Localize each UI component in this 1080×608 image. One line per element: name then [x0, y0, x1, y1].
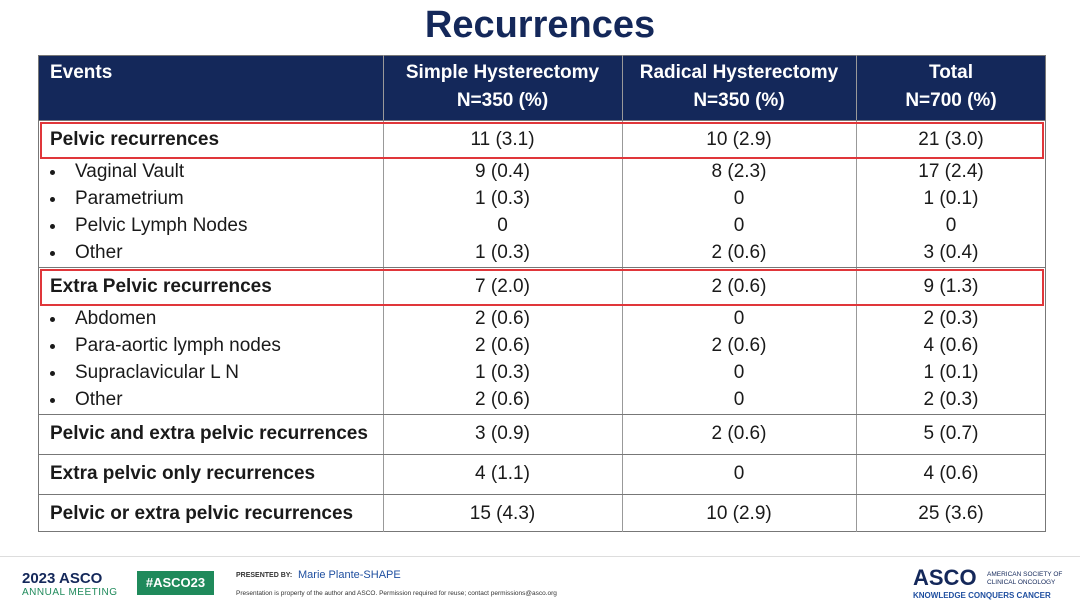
row-label: Parametrium — [75, 187, 184, 209]
row-label: Para-aortic lymph nodes — [75, 334, 281, 356]
row-line — [38, 267, 1046, 268]
header-cell: N=700 (%) — [905, 90, 997, 111]
row-label: Pelvic recurrences — [50, 129, 220, 150]
row-label: Other — [75, 241, 123, 263]
bullet — [50, 250, 55, 256]
row-line — [38, 120, 1046, 121]
row-label: Vaginal Vault — [75, 160, 185, 182]
row-line — [38, 454, 1046, 455]
value-cell: 1 (0.3) — [475, 361, 530, 383]
row-label: Pelvic and extra pelvic recurrences — [50, 423, 368, 444]
row-label: Pelvic or extra pelvic recurrences — [50, 503, 354, 524]
value-cell: 0 — [733, 463, 745, 484]
value-cell: 2 (0.3) — [923, 388, 979, 410]
bullet — [50, 343, 55, 349]
tagline: KNOWLEDGE CONQUERS CANCER — [913, 591, 1051, 600]
value-cell: 4 (1.1) — [475, 463, 530, 484]
value-cell: 9 (1.3) — [923, 276, 979, 297]
header-cell: N=350 (%) — [693, 90, 785, 111]
value-cell: 17 (2.4) — [918, 160, 984, 182]
row-line — [38, 494, 1046, 495]
value-cell: 21 (3.0) — [918, 129, 984, 150]
row-label: Abdomen — [75, 307, 157, 329]
value-cell: 3 (0.9) — [475, 423, 530, 444]
hashtag: #ASCO23 — [137, 571, 214, 595]
value-cell: 1 (0.1) — [923, 187, 979, 209]
value-cell: 3 (0.4) — [923, 241, 979, 263]
footer-divider — [0, 556, 1080, 557]
highlight-box — [40, 122, 1044, 159]
value-cell: 9 (0.4) — [475, 160, 530, 182]
value-cell: 1 (0.3) — [475, 187, 530, 209]
value-cell: 2 (0.3) — [923, 307, 979, 329]
disclaimer: Presentation is property of the author a… — [236, 590, 557, 597]
table — [38, 55, 1046, 532]
value-cell: 2 (0.6) — [711, 423, 767, 444]
value-cell: 25 (3.6) — [918, 503, 984, 524]
value-cell: 0 — [497, 214, 508, 236]
value-cell: 1 (0.1) — [923, 361, 979, 383]
value-cell: 10 (2.9) — [706, 503, 772, 524]
row-label: Pelvic Lymph Nodes — [75, 214, 248, 236]
header-cell: Total — [929, 62, 973, 83]
table-header — [39, 56, 1045, 121]
meeting-year: 2023 ASCO — [22, 570, 103, 587]
header-cell: Simple Hysterectomy — [405, 62, 600, 83]
value-cell: 0 — [733, 361, 745, 383]
presented-by-label: PRESENTED BY: — [236, 572, 293, 579]
column-line — [856, 55, 857, 532]
presenter: Marie Plante-SHAPE — [298, 569, 401, 581]
value-cell: 4 (0.6) — [923, 463, 979, 484]
value-cell: 2 (0.6) — [475, 334, 530, 356]
row-label: Extra Pelvic recurrences — [50, 276, 272, 297]
value-cell: 0 — [733, 307, 745, 329]
value-cell: 1 (0.3) — [475, 241, 530, 263]
column-line — [622, 55, 623, 532]
value-cell: 10 (2.9) — [706, 129, 772, 150]
highlight-box — [40, 269, 1044, 306]
bullet — [50, 397, 55, 403]
value-cell: 2 (0.6) — [711, 276, 767, 297]
header-cell: N=350 (%) — [456, 90, 549, 111]
value-cell: 7 (2.0) — [475, 276, 530, 297]
bullet — [50, 196, 55, 202]
value-cell: 2 (0.6) — [711, 334, 767, 356]
bullet — [50, 316, 55, 322]
society-line2: CLINICAL ONCOLOGY — [987, 579, 1056, 586]
row-label: Other — [75, 388, 123, 410]
society-line1: AMERICAN SOCIETY OF — [987, 571, 1063, 578]
slide-title: Recurrences — [424, 4, 656, 46]
bullet — [50, 223, 55, 229]
value-cell: 2 (0.6) — [475, 388, 530, 410]
value-cell: 11 (3.1) — [470, 129, 535, 150]
value-cell: 4 (0.6) — [923, 334, 979, 356]
meeting-name: ANNUAL MEETING — [22, 587, 118, 598]
header-cell: Events — [50, 62, 113, 83]
value-cell: 15 (4.3) — [469, 503, 536, 524]
value-cell: 0 — [945, 214, 957, 236]
row-label: Extra pelvic only recurrences — [50, 463, 316, 484]
row-label: Supraclavicular L N — [75, 361, 240, 383]
column-line — [383, 55, 384, 532]
value-cell: 0 — [733, 214, 745, 236]
value-cell: 5 (0.7) — [923, 423, 979, 444]
value-cell: 2 (0.6) — [475, 307, 530, 329]
value-cell: 2 (0.6) — [711, 241, 767, 263]
bullet — [50, 169, 55, 175]
logo: ASCO — [913, 565, 977, 590]
value-cell: 8 (2.3) — [711, 160, 767, 182]
value-cell: 0 — [733, 388, 745, 410]
row-line — [38, 414, 1046, 415]
value-cell: 0 — [733, 187, 745, 209]
header-cell: Radical Hysterectomy — [639, 62, 839, 83]
bullet — [50, 370, 55, 376]
